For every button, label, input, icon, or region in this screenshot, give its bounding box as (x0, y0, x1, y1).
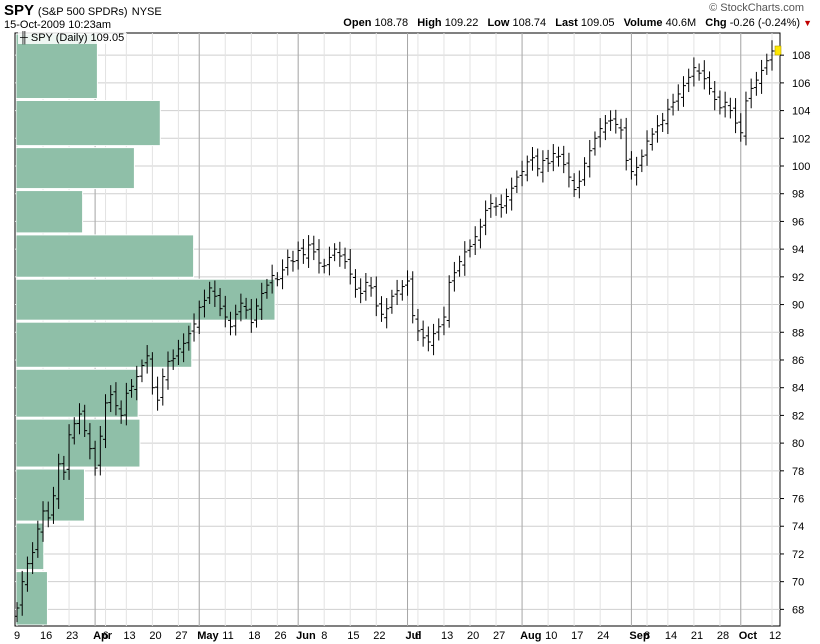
x-tick-label: 16 (40, 630, 52, 642)
volume-by-price-bar (15, 418, 141, 468)
y-tick-label: 80 (792, 438, 804, 450)
x-tick-label: 27 (493, 630, 505, 642)
x-tick-label: 26 (274, 630, 286, 642)
chg-value: -0.26 (-0.24%) (729, 17, 801, 29)
last-label: Last (555, 17, 578, 29)
y-tick-label: 76 (792, 494, 804, 506)
y-tick-label: 100 (792, 161, 810, 173)
x-tick-label: Oct (739, 630, 758, 642)
x-tick-label: 20 (149, 630, 161, 642)
y-tick-label: 94 (792, 244, 804, 256)
x-tick-label: Sep (629, 630, 649, 642)
y-tick-label: 78 (792, 466, 804, 478)
y-tick-label: 104 (792, 106, 810, 118)
volume-by-price-bar (15, 571, 48, 626)
y-tick-label: 96 (792, 216, 804, 228)
volume-by-price-bar (15, 100, 161, 147)
chart-timestamp: 15-Oct-2009 10:23am (4, 19, 112, 31)
volume-by-price-bar (15, 33, 98, 100)
y-tick-label: 74 (792, 521, 804, 533)
y-tick-label: 70 (792, 577, 804, 589)
x-tick-label: Jul (406, 630, 422, 642)
y-tick-label: 106 (792, 78, 810, 90)
low-value: 108.74 (512, 17, 547, 29)
symbol-description: (S&P 500 SPDRs) (37, 6, 128, 18)
x-tick-label: 6 (103, 630, 109, 642)
volume-by-price-bar (15, 190, 84, 234)
legend-text: SPY (Daily) 109.05 (30, 32, 125, 44)
ohlc-legend-icon: ╫ (20, 32, 28, 44)
volume-by-price-bar (15, 234, 195, 278)
x-tick-label: 14 (665, 630, 677, 642)
last-price-marker (774, 45, 782, 56)
volume-value: 40.6M (665, 17, 697, 29)
x-tick-label: 15 (347, 630, 359, 642)
y-tick-label: 86 (792, 355, 804, 367)
x-tick-label: 13 (441, 630, 453, 642)
y-tick-label: 88 (792, 327, 804, 339)
y-tick-label: 92 (792, 272, 804, 284)
x-tick-label: Aug (520, 630, 541, 642)
y-tick-label: 98 (792, 189, 804, 201)
x-tick-label: 24 (597, 630, 609, 642)
symbol-exchange: NYSE (131, 6, 162, 18)
quote-line: Open 108.78 High 109.22 Low 108.74 Last … (343, 17, 812, 29)
volume-by-price-bar (15, 147, 135, 190)
x-tick-label: 23 (66, 630, 78, 642)
x-tick-label: 21 (691, 630, 703, 642)
y-tick-label: 102 (792, 133, 810, 145)
y-tick-label: 90 (792, 300, 804, 312)
x-tick-label: 10 (545, 630, 557, 642)
x-tick-label: 8 (644, 630, 650, 642)
x-tick-label: May (197, 630, 219, 642)
volume-by-price-bar (15, 468, 85, 522)
high-value: 109.22 (444, 17, 479, 29)
low-label: Low (487, 17, 510, 29)
x-tick-label: 6 (415, 630, 421, 642)
open-value: 108.78 (374, 17, 409, 29)
volume-by-price-bar (15, 278, 276, 321)
x-tick-label: 12 (769, 630, 781, 642)
x-tick-label: 13 (123, 630, 135, 642)
y-tick-label: 72 (792, 549, 804, 561)
volume-by-price-bar (15, 321, 193, 368)
last-value: 109.05 (580, 17, 615, 29)
x-tick-label: Jun (296, 630, 316, 642)
chg-down-arrow-icon: ▼ (803, 18, 812, 28)
y-tick-label: 108 (792, 50, 810, 62)
y-tick-label: 68 (792, 604, 804, 616)
x-tick-label: 18 (248, 630, 260, 642)
volume-by-price-bar (15, 522, 45, 571)
volume-by-price-bar (15, 368, 139, 418)
volume-label: Volume (623, 17, 663, 29)
x-tick-label: 27 (175, 630, 187, 642)
open-label: Open (343, 17, 372, 29)
x-tick-label: 20 (467, 630, 479, 642)
x-tick-label: 22 (373, 630, 385, 642)
chart-symbol: SPY (S&P 500 SPDRs) NYSE (4, 2, 162, 19)
x-tick-label: 8 (321, 630, 327, 642)
symbol-ticker: SPY (4, 2, 34, 19)
y-tick-label: 84 (792, 383, 804, 395)
brand-credit[interactable]: © StockCharts.com (709, 2, 804, 14)
x-tick-label: 17 (571, 630, 583, 642)
chart-legend: ╫ SPY (Daily) 109.05 (18, 32, 127, 44)
high-label: High (417, 17, 442, 29)
chg-label: Chg (705, 17, 727, 29)
x-tick-label: 28 (717, 630, 729, 642)
x-tick-label: 11 (222, 630, 233, 642)
x-tick-label: Apr (93, 630, 113, 642)
x-tick-label: 9 (14, 630, 20, 642)
y-tick-label: 82 (792, 410, 804, 422)
